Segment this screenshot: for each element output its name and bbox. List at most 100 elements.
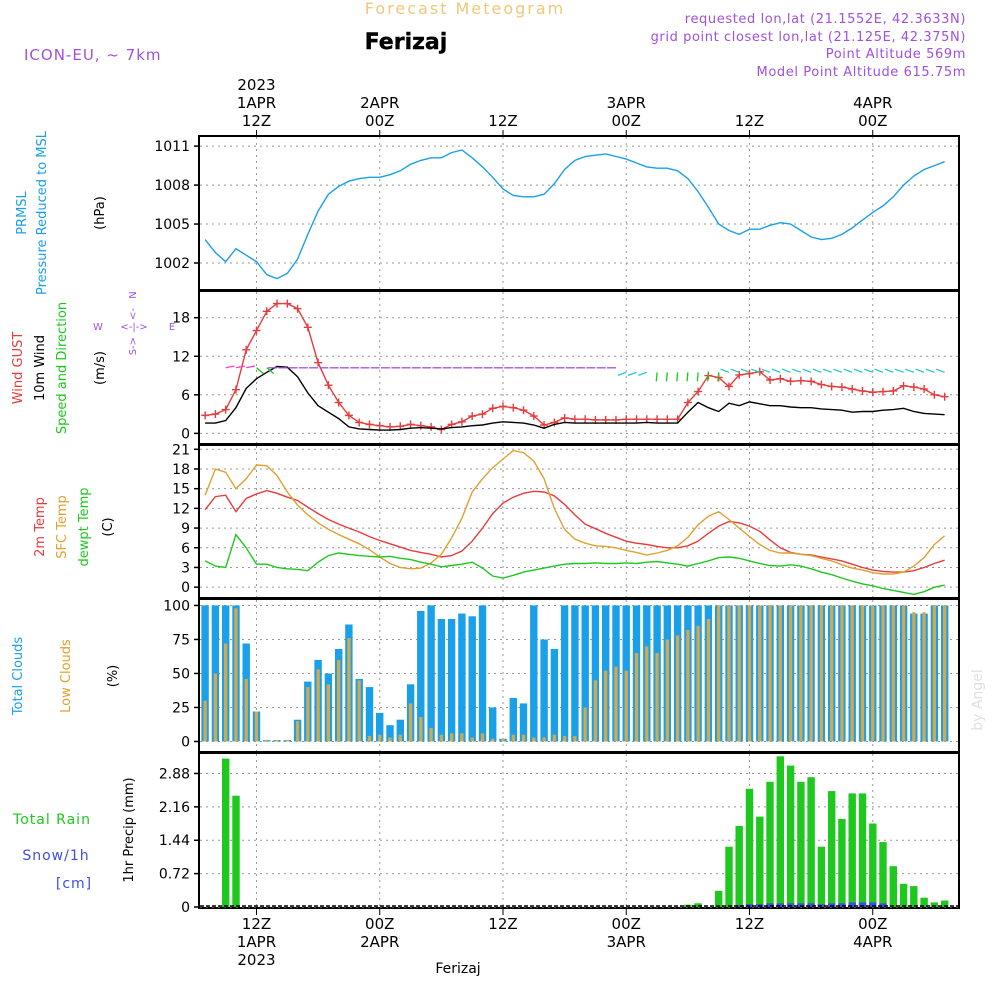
gust-marker (427, 422, 436, 431)
wind-barb (935, 368, 945, 373)
series-bar (788, 605, 793, 742)
series-bar (365, 687, 374, 742)
series-bar (634, 653, 639, 742)
header-location: Ferizaj (365, 30, 448, 55)
gust-marker (242, 345, 251, 354)
series-bar (367, 736, 372, 742)
bottom-time-label: 12Z (735, 915, 764, 933)
gust-marker (632, 415, 641, 424)
series-line (205, 302, 945, 431)
gust-marker (745, 369, 754, 378)
gust-marker (303, 323, 312, 332)
series-bar (542, 737, 546, 742)
gust-marker (796, 376, 805, 385)
series-bar (871, 605, 875, 742)
wind-barb (751, 368, 761, 373)
series-bar (386, 725, 394, 742)
series-bar (819, 605, 823, 742)
gust-marker (653, 415, 662, 424)
series-bar (807, 777, 815, 907)
wind-barb (843, 368, 853, 373)
wind-barb (655, 372, 658, 382)
precip-title-rain: Total Rain (12, 812, 91, 828)
wind-barb (266, 367, 275, 375)
series-bar (573, 736, 577, 742)
series-bar (427, 605, 435, 742)
ytick-label: 6 (181, 388, 190, 404)
top-time-label: 1APR (237, 94, 276, 112)
series-line (205, 365, 945, 431)
gust-marker (457, 417, 466, 426)
series-line (204, 533, 945, 596)
top-time-label: 12Z (735, 112, 764, 130)
precip-title-cm: [cm] (56, 876, 92, 892)
series-bar (511, 734, 515, 742)
series-bar (540, 639, 548, 742)
clouds-title-total: Total Clouds (11, 637, 26, 717)
series-bar (912, 612, 916, 742)
bottom-time-label: 12Z (242, 915, 271, 933)
series-bar (645, 646, 649, 742)
gust-marker (786, 377, 795, 386)
series-line (204, 149, 945, 280)
series-bar (306, 687, 310, 742)
gust-marker (909, 383, 918, 392)
ytick-label: 12 (172, 349, 190, 365)
compass-vline2: -> (128, 337, 139, 349)
series-bar (571, 605, 579, 742)
wind-barb (225, 365, 235, 369)
series-bar (203, 700, 207, 742)
clouds-ylabel: (%) (106, 665, 121, 688)
top-time-label: 00Z (858, 112, 887, 130)
pressure-yticks: 1002 1005 1008 1011 (154, 139, 200, 272)
ytick-label: 100 (163, 598, 190, 614)
top-time-label: 2APR (360, 94, 399, 112)
precip-ylabel: 1hr Precip (mm) (122, 777, 137, 882)
gust-marker (858, 386, 867, 395)
ytick-label: 3 (181, 560, 190, 576)
compass-east: E (169, 322, 175, 333)
series-bar (717, 605, 721, 742)
header-requested: requested lon,lat (21.1552E, 42.3633N) (685, 12, 966, 27)
series-bar (715, 890, 723, 907)
series-bar (860, 605, 865, 742)
series-bar (694, 903, 702, 907)
series-line (204, 489, 945, 573)
temp-yticks: 0 3 6 9 12 15 18 21 (172, 442, 200, 596)
gust-marker (930, 390, 939, 399)
series-bar (830, 605, 834, 742)
gust-marker (920, 385, 929, 394)
ytick-label: 0 (181, 900, 190, 916)
top-time-label: 4APR (853, 94, 892, 112)
precip-marks (200, 756, 958, 907)
gust-marker (231, 385, 240, 394)
series-bar (437, 619, 446, 742)
bottom-time-label: 12Z (488, 915, 517, 933)
series-bar (378, 734, 382, 742)
series-bar (254, 711, 259, 742)
series-bar (899, 883, 908, 907)
gust-marker (848, 385, 857, 394)
series-bar (213, 673, 217, 742)
series-bar (869, 823, 877, 907)
series-bar (450, 733, 454, 742)
bottom-time-label: 2023 (237, 951, 275, 969)
gust-marker (879, 387, 888, 396)
bottom-time-label: 2APR (360, 933, 399, 951)
pressure-grid (200, 137, 958, 289)
gust-marker (211, 410, 220, 419)
bottom-time-label: 00Z (365, 915, 394, 933)
wind-barb (792, 368, 802, 373)
gust-marker (324, 381, 333, 390)
temp-title-dewpt: dewpt Temp (77, 487, 92, 566)
bottom-time-label: 00Z (858, 915, 887, 933)
series-bar (797, 903, 805, 907)
ytick-label: 9 (181, 521, 190, 537)
series-bar (838, 818, 846, 907)
series-bar (357, 680, 361, 742)
series-bar (858, 902, 867, 907)
gust-marker (868, 388, 877, 397)
wind-barb (730, 368, 740, 373)
